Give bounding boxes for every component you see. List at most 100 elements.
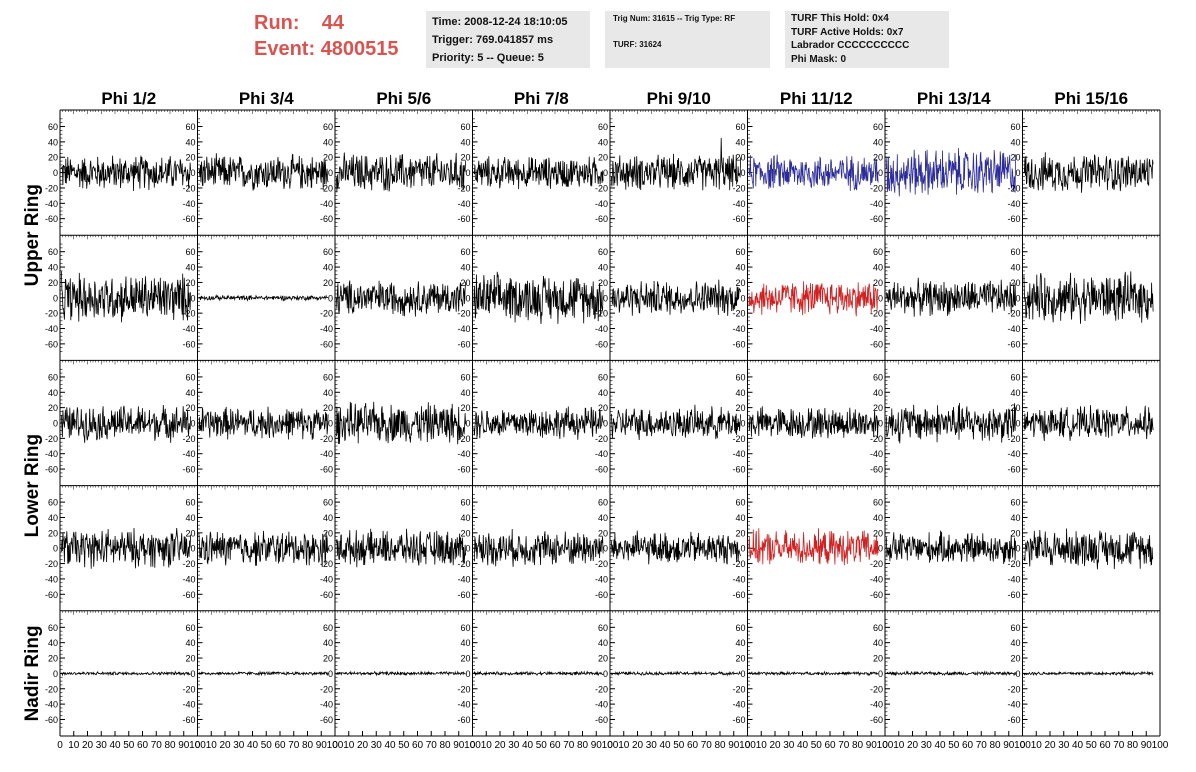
- x-tick-label: 10: [618, 740, 630, 751]
- y-tick-label: 0: [878, 419, 883, 429]
- y-tick-label: 60: [460, 498, 470, 508]
- x-tick-label: 60: [824, 740, 836, 751]
- y-tick-label: -60: [732, 465, 745, 475]
- y-tick-label: -40: [182, 700, 195, 710]
- run-row: Run: 44: [254, 10, 399, 36]
- x-tick-label: 50: [123, 740, 135, 751]
- y-tick-label: -40: [595, 574, 608, 584]
- y-tick-label: -60: [1007, 465, 1020, 475]
- waveform-trace: [611, 670, 741, 677]
- y-tick-label: 60: [323, 498, 333, 508]
- y-tick-label: 0: [1015, 293, 1020, 303]
- y-tick-label: 20: [735, 654, 745, 664]
- y-tick-label: 0: [603, 168, 608, 178]
- y-tick-label: 20: [323, 403, 333, 413]
- y-tick-label: 20: [460, 153, 470, 163]
- x-tick-label: 0: [470, 740, 476, 751]
- turf-active-holds-text: TURF Active Holds: 0x7: [791, 26, 904, 38]
- y-tick-label: 20: [185, 654, 195, 664]
- waveform-trace: [611, 404, 741, 441]
- y-tick-label: 0: [328, 419, 333, 429]
- trigger-info-box: Time: 2008-12-24 18:10:05 Trigger: 769.0…: [426, 11, 590, 68]
- x-tick-label: 10: [481, 740, 493, 751]
- y-tick-label: -20: [320, 309, 333, 319]
- waveform-trace: [748, 528, 879, 566]
- y-tick-label: 60: [460, 122, 470, 132]
- y-tick-label: -20: [1007, 183, 1020, 193]
- x-tick-label: 60: [1099, 740, 1111, 751]
- waveform-trace: [1023, 271, 1154, 324]
- y-tick-label: -20: [870, 309, 883, 319]
- y-tick-label: 60: [1010, 372, 1020, 382]
- y-tick-label: 60: [48, 498, 58, 508]
- y-tick-label: 60: [735, 372, 745, 382]
- x-tick-label: 50: [811, 740, 823, 751]
- y-tick-label: 40: [323, 388, 333, 398]
- y-tick-label: -60: [45, 715, 58, 725]
- x-tick-label: 80: [439, 740, 451, 751]
- y-tick-label: 20: [598, 654, 608, 664]
- y-tick-label: 0: [603, 419, 608, 429]
- x-tick-label: 100: [877, 740, 894, 751]
- x-tick-label: 30: [508, 740, 520, 751]
- y-tick-label: 40: [323, 513, 333, 523]
- y-tick-label: -20: [45, 434, 58, 444]
- event-value: 4800515: [320, 38, 399, 60]
- x-tick-label: 80: [714, 740, 726, 751]
- y-tick-label: 40: [735, 638, 745, 648]
- y-tick-label: -60: [595, 339, 608, 349]
- y-tick-label: -20: [45, 684, 58, 694]
- x-tick-label: 30: [646, 740, 658, 751]
- y-tick-label: -40: [870, 324, 883, 334]
- x-tick-label: 90: [316, 740, 328, 751]
- x-tick-label: 90: [178, 740, 190, 751]
- x-tick-label: 30: [921, 740, 933, 751]
- y-tick-label: 20: [873, 278, 883, 288]
- y-tick-label: -40: [1007, 449, 1020, 459]
- y-tick-label: -40: [457, 449, 470, 459]
- waveform-trace: [473, 271, 604, 325]
- y-tick-label: 40: [48, 513, 58, 523]
- waveform-trace: [473, 528, 604, 567]
- y-tick-label: 40: [873, 137, 883, 147]
- waveform-trace: [61, 271, 191, 323]
- y-tick-label: 20: [873, 403, 883, 413]
- x-tick-label: 20: [357, 740, 369, 751]
- y-tick-label: 0: [53, 669, 58, 679]
- y-tick-label: -20: [457, 183, 470, 193]
- x-tick-label: 10: [206, 740, 218, 751]
- waveform-trace: [336, 280, 466, 317]
- x-tick-label: 90: [1003, 740, 1015, 751]
- y-tick-label: -40: [320, 574, 333, 584]
- y-tick-label: 40: [460, 137, 470, 147]
- waveform-trace: [611, 279, 741, 316]
- y-tick-label: -40: [870, 574, 883, 584]
- y-tick-label: 20: [48, 278, 58, 288]
- waveform-trace: [1023, 405, 1154, 441]
- y-tick-label: 40: [185, 638, 195, 648]
- y-tick-label: -20: [45, 559, 58, 569]
- y-tick-label: 40: [598, 388, 608, 398]
- y-tick-label: 0: [740, 419, 745, 429]
- y-tick-label: -20: [457, 309, 470, 319]
- waveform-trace: [748, 281, 879, 317]
- x-tick-label: 50: [673, 740, 685, 751]
- waveform-trace: [61, 155, 191, 192]
- y-tick-label: -60: [1007, 590, 1020, 600]
- y-tick-label: 40: [735, 263, 745, 273]
- y-tick-label: 20: [598, 153, 608, 163]
- y-tick-label: 60: [598, 247, 608, 257]
- y-tick-label: -60: [457, 339, 470, 349]
- y-tick-label: 60: [323, 372, 333, 382]
- y-tick-label: -60: [870, 339, 883, 349]
- x-tick-label: 10: [343, 740, 355, 751]
- y-tick-label: -20: [732, 434, 745, 444]
- x-tick-label: 100: [327, 740, 344, 751]
- phi-mask-text: Phi Mask: 0: [791, 53, 847, 65]
- y-tick-label: -20: [595, 559, 608, 569]
- y-tick-label: -60: [870, 214, 883, 224]
- x-tick-label: 80: [164, 740, 176, 751]
- y-tick-label: -40: [732, 700, 745, 710]
- y-tick-label: -60: [595, 715, 608, 725]
- waveform-trace: [61, 527, 191, 569]
